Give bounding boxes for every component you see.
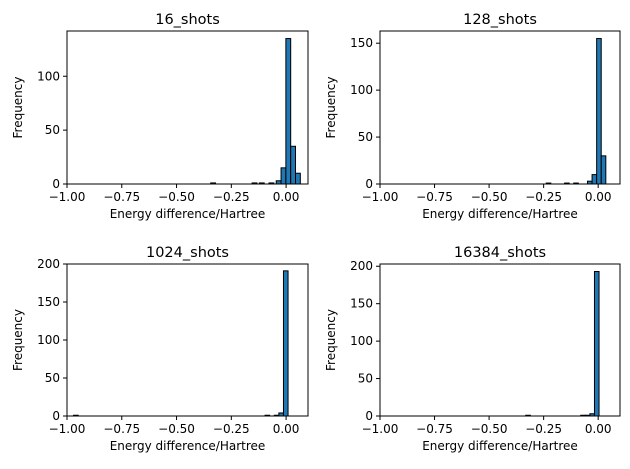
histogram-panel: −1.00 −0.75 −0.50 −0.25 0.00 0 50 100 16_shots En… — [11, 12, 309, 221]
x-tick-label: −0.25 — [525, 190, 562, 204]
x-tick-label: −0.25 — [213, 190, 250, 204]
x-axis-label: Energy difference/Hartree — [422, 207, 578, 221]
x-tick-label: −1.00 — [362, 422, 399, 436]
x-tick-label: 0.00 — [273, 190, 300, 204]
x-tick-label: −0.75 — [416, 190, 453, 204]
y-tick-label: 50 — [358, 372, 373, 386]
x-tick-label: −1.00 — [49, 422, 86, 436]
y-tick-label: 0 — [365, 177, 373, 191]
y-tick-label: 100 — [37, 333, 60, 347]
y-axis-label: Frequency — [324, 309, 338, 371]
y-axis-label: Frequency — [324, 77, 338, 139]
y-tick-label: 200 — [350, 259, 373, 273]
y-tick-label: 150 — [350, 36, 373, 50]
x-tick-label: −0.50 — [471, 422, 508, 436]
histogram-bar — [285, 38, 292, 185]
y-tick-label: 150 — [350, 297, 373, 311]
x-axis-label: Energy difference/Hartree — [422, 439, 578, 453]
histogram-bar — [295, 172, 301, 185]
y-tick-label: 0 — [365, 409, 373, 423]
x-axis-label: Energy difference/Hartree — [110, 207, 266, 221]
y-axis-label: Frequency — [11, 77, 25, 139]
y-tick-label: 50 — [358, 130, 373, 144]
x-tick-label: −0.25 — [525, 422, 562, 436]
y-tick-label: 50 — [45, 123, 60, 137]
histogram-bar — [290, 145, 297, 185]
x-tick-label: 0.00 — [273, 422, 300, 436]
x-tick-label: −1.00 — [49, 190, 86, 204]
y-axis-label: Frequency — [11, 309, 25, 371]
y-tick-label: 200 — [37, 257, 60, 271]
y-tick-label: 100 — [350, 83, 373, 97]
histogram-panel: −1.00 −0.75 −0.50 −0.25 0.00 0 50 100 150 200 1638… — [324, 245, 621, 453]
histogram-panel: −1.00 −0.75 −0.50 −0.25 0.00 0 50 100 150 128_sho… — [324, 12, 621, 221]
y-tick-label: 0 — [52, 177, 60, 191]
histogram-panel: −1.00 −0.75 −0.50 −0.25 0.00 0 50 100 150 200 1024… — [11, 245, 309, 453]
y-tick-label: 50 — [45, 371, 60, 385]
x-axis-label: Energy difference/Hartree — [110, 439, 266, 453]
histogram-bar — [596, 38, 602, 185]
axes-frame — [66, 263, 309, 417]
y-tick-label: 150 — [37, 295, 60, 309]
x-tick-label: 0.00 — [585, 422, 612, 436]
x-tick-label: −0.25 — [213, 422, 250, 436]
chart-title: 1024_shots — [146, 245, 229, 261]
x-tick-label: −1.00 — [362, 190, 399, 204]
y-tick-label: 0 — [52, 409, 60, 423]
y-tick-label: 100 — [37, 69, 60, 83]
x-tick-label: −0.75 — [103, 190, 140, 204]
chart-title: 16_shots — [155, 12, 220, 28]
histogram-bar — [280, 167, 287, 185]
chart-title: 128_shots — [463, 12, 537, 28]
x-tick-label: −0.50 — [158, 190, 195, 204]
x-tick-label: −0.75 — [103, 422, 140, 436]
histogram-bar — [282, 270, 289, 417]
histogram-bar — [591, 174, 598, 185]
y-tick-label: 100 — [350, 334, 373, 348]
x-tick-label: −0.50 — [471, 190, 508, 204]
chart-title: 16384_shots — [454, 245, 546, 261]
x-tick-label: 0.00 — [585, 190, 612, 204]
x-tick-label: −0.75 — [416, 422, 453, 436]
axes-frame — [379, 263, 621, 417]
x-tick-label: −0.50 — [158, 422, 195, 436]
histogram-bar — [600, 155, 607, 185]
histogram-bar — [593, 270, 600, 417]
axes-frame — [66, 30, 309, 185]
axes-frame — [379, 30, 621, 185]
